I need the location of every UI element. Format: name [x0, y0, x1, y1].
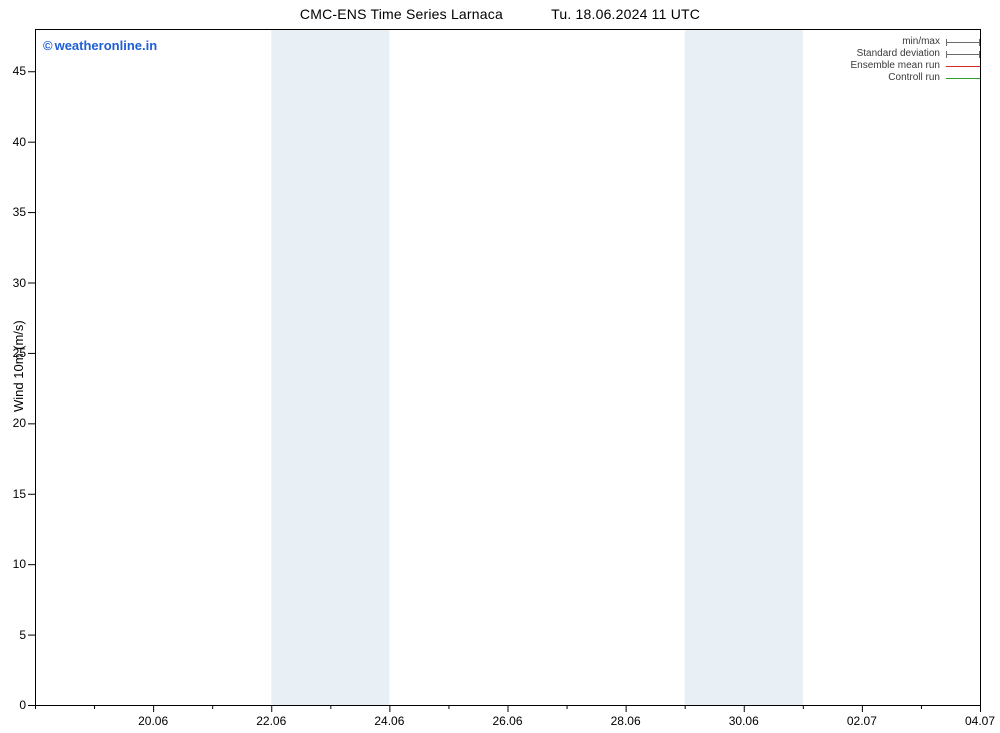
- y-tick-label: 35: [0, 205, 26, 219]
- copyright-icon: ©: [43, 38, 53, 53]
- y-tick-label: 10: [0, 557, 26, 571]
- title-run: Tu. 18.06.2024 11 UTC: [551, 6, 700, 22]
- y-axis-label: Wind 10m (m/s): [11, 320, 26, 412]
- legend-entry: Controll run: [851, 72, 981, 84]
- chart-title: CMC-ENS Time Series Larnaca Tu. 18.06.20…: [0, 6, 1000, 22]
- chart-svg: [0, 0, 1000, 733]
- legend-swatch: [946, 74, 980, 82]
- chart-container: CMC-ENS Time Series Larnaca Tu. 18.06.20…: [0, 0, 1000, 733]
- legend-label: Standard deviation: [857, 48, 940, 60]
- legend-entry: Standard deviation: [851, 48, 981, 60]
- y-tick-label: 45: [0, 64, 26, 78]
- legend-swatch: [946, 50, 980, 58]
- title-model: CMC-ENS Time Series Larnaca: [300, 6, 503, 22]
- legend-label: Ensemble mean run: [851, 60, 941, 72]
- x-tick-label: 30.06: [719, 714, 769, 728]
- y-tick-marks: [28, 72, 35, 706]
- weekend-band: [685, 29, 803, 705]
- y-tick-label: 20: [0, 416, 26, 430]
- y-tick-label: 0: [0, 698, 26, 712]
- legend-entry: min/max: [851, 36, 981, 48]
- x-tick-label: 02.07: [837, 714, 887, 728]
- x-tick-label: 04.07: [955, 714, 1000, 728]
- y-tick-label: 30: [0, 276, 26, 290]
- legend-entry: Ensemble mean run: [851, 60, 981, 72]
- weekend-band: [271, 29, 389, 705]
- x-tick-label: 22.06: [246, 714, 296, 728]
- legend: min/maxStandard deviationEnsemble mean r…: [851, 36, 981, 84]
- watermark: ©weatheronline.in: [43, 38, 157, 53]
- y-tick-label: 5: [0, 628, 26, 642]
- plot-area-border: [36, 30, 981, 706]
- y-tick-label: 25: [0, 346, 26, 360]
- weekend-shade-group: [271, 29, 803, 705]
- x-tick-label: 28.06: [601, 714, 651, 728]
- legend-swatch: [946, 62, 980, 70]
- legend-label: min/max: [902, 36, 940, 48]
- x-tick-marks: [36, 705, 981, 712]
- y-tick-label: 15: [0, 487, 26, 501]
- x-tick-label: 20.06: [128, 714, 178, 728]
- legend-label: Controll run: [888, 72, 940, 84]
- x-tick-label: 26.06: [483, 714, 533, 728]
- legend-swatch: [946, 38, 980, 46]
- watermark-text: weatheronline.in: [55, 38, 158, 53]
- y-tick-label: 40: [0, 135, 26, 149]
- x-tick-label: 24.06: [364, 714, 414, 728]
